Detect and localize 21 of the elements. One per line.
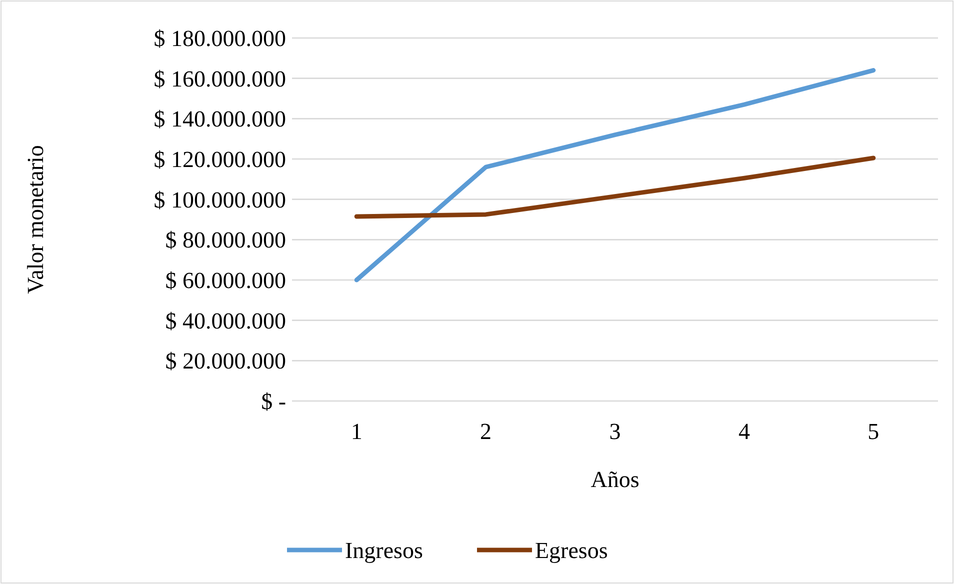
x-tick-label: 1 — [350, 419, 362, 444]
y-axis-title: Valor monetario — [23, 145, 48, 294]
legend-label: Ingresos — [345, 538, 423, 564]
y-tick-label: $ 80.000.000 — [165, 228, 286, 253]
line-series — [354, 156, 876, 219]
y-tick-label: $ 160.000.000 — [154, 66, 286, 92]
x-tick-label: 4 — [738, 419, 750, 444]
y-tick-label: $ 60.000.000 — [165, 268, 286, 294]
y-tick-label: $ - — [261, 389, 286, 414]
y-tick-label: $ 180.000.000 — [154, 26, 286, 52]
x-axis-title: Años — [590, 467, 640, 492]
x-tick-label: 3 — [609, 419, 621, 444]
y-tick-label: $ 100.000.000 — [154, 187, 286, 212]
y-tick-label: $ 120.000.000 — [154, 147, 286, 172]
line-series — [354, 68, 876, 282]
x-tick-label: 5 — [868, 419, 880, 444]
y-tick-label: $ 40.000.000 — [165, 308, 286, 334]
y-tick-label: $ 20.000.000 — [165, 348, 286, 374]
y-tick-label: $ 140.000.000 — [154, 106, 286, 132]
legend-label: Egresos — [535, 538, 608, 564]
x-tick-label: 2 — [480, 419, 492, 444]
